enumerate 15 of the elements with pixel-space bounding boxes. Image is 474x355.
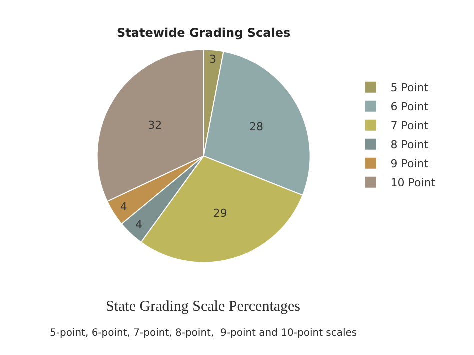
data-label: 3 <box>209 52 216 66</box>
legend-label: 6 Point <box>390 100 430 114</box>
data-label: 28 <box>250 120 264 134</box>
text: State Grading Scale Percentages <box>106 299 301 315</box>
legend-label: 10 Point <box>390 176 436 190</box>
data-label: 4 <box>136 218 143 232</box>
legend-label: 7 Point <box>390 120 430 133</box>
chart-title: Statewide Grading Scales <box>117 26 291 40</box>
data-label: 4 <box>120 200 128 214</box>
legend-label: 5 Point <box>390 82 430 95</box>
legend-label: 9 Point <box>390 158 430 171</box>
legend-label: 8 Point <box>390 138 430 152</box>
data-label: 32 <box>148 118 162 132</box>
text: 5-point, 6-point, 7-point, 8-point, 9-point and 10-point scales <box>50 328 358 339</box>
data-label: 29 <box>213 206 228 220</box>
